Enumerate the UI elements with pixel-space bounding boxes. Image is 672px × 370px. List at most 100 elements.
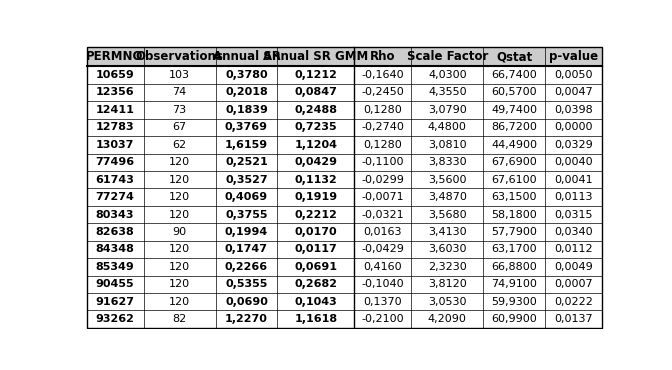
Text: 0,0137: 0,0137 (554, 314, 593, 324)
Text: 91627: 91627 (95, 297, 134, 307)
Text: 63,1700: 63,1700 (491, 245, 537, 255)
Text: 0,2266: 0,2266 (225, 262, 268, 272)
Text: 3,4130: 3,4130 (428, 227, 466, 237)
Text: 12356: 12356 (96, 87, 134, 97)
Text: 67,6900: 67,6900 (491, 157, 537, 167)
Text: 0,0049: 0,0049 (554, 262, 593, 272)
Text: 4,0300: 4,0300 (428, 70, 466, 80)
Text: 0,0690: 0,0690 (225, 297, 268, 307)
Text: 58,1800: 58,1800 (491, 209, 537, 219)
Text: 12411: 12411 (95, 105, 134, 115)
Text: 0,2521: 0,2521 (225, 157, 268, 167)
Text: 44,4900: 44,4900 (491, 140, 537, 150)
Text: Annual SR: Annual SR (212, 50, 280, 63)
Text: 3,5600: 3,5600 (428, 175, 466, 185)
Text: 0,0315: 0,0315 (554, 209, 593, 219)
Text: 0,0112: 0,0112 (554, 245, 593, 255)
Text: -0,0429: -0,0429 (362, 245, 405, 255)
Text: 0,2488: 0,2488 (294, 105, 337, 115)
Text: 4,2090: 4,2090 (428, 314, 467, 324)
Text: 3,5680: 3,5680 (428, 209, 466, 219)
Text: 82: 82 (173, 314, 187, 324)
Text: 3,8330: 3,8330 (428, 157, 466, 167)
Bar (87, 47, 602, 66)
Text: 0,0117: 0,0117 (294, 245, 337, 255)
Text: 82638: 82638 (95, 227, 134, 237)
Text: 120: 120 (169, 157, 190, 167)
Text: 59,9300: 59,9300 (491, 297, 537, 307)
Text: p-value: p-value (549, 50, 598, 63)
Text: 0,1043: 0,1043 (294, 297, 337, 307)
Text: 3,0790: 3,0790 (428, 105, 466, 115)
Text: 0,1132: 0,1132 (294, 175, 337, 185)
Text: 0,0847: 0,0847 (294, 87, 337, 97)
Text: 0,0007: 0,0007 (554, 279, 593, 289)
Text: 3,0810: 3,0810 (428, 140, 466, 150)
Text: 77274: 77274 (95, 192, 134, 202)
Text: 0,2018: 0,2018 (225, 87, 268, 97)
Text: 0,3780: 0,3780 (225, 70, 268, 80)
Text: 0,4069: 0,4069 (225, 192, 268, 202)
Text: 0,0040: 0,0040 (554, 157, 593, 167)
Text: 67: 67 (173, 122, 187, 132)
Text: 120: 120 (169, 209, 190, 219)
Text: 60,5700: 60,5700 (491, 87, 537, 97)
Text: -0,2100: -0,2100 (362, 314, 404, 324)
Text: 1,1204: 1,1204 (294, 140, 337, 150)
Text: Annual SR GMM: Annual SR GMM (263, 50, 368, 63)
Text: 93262: 93262 (95, 314, 134, 324)
Text: -0,1100: -0,1100 (362, 157, 404, 167)
Text: 74,9100: 74,9100 (491, 279, 537, 289)
Text: Scale Factor: Scale Factor (407, 50, 488, 63)
Text: 0,7235: 0,7235 (294, 122, 337, 132)
Text: 0,5355: 0,5355 (225, 279, 267, 289)
Text: 103: 103 (169, 70, 190, 80)
Text: 0,0429: 0,0429 (294, 157, 337, 167)
Text: 4,4800: 4,4800 (428, 122, 467, 132)
Text: 0,2682: 0,2682 (294, 279, 337, 289)
Text: 66,8800: 66,8800 (491, 262, 537, 272)
Text: 3,4870: 3,4870 (428, 192, 467, 202)
Text: 0,0170: 0,0170 (294, 227, 337, 237)
Text: 0,0041: 0,0041 (554, 175, 593, 185)
Text: 67,6100: 67,6100 (491, 175, 537, 185)
Text: 0,1919: 0,1919 (294, 192, 337, 202)
Text: 90455: 90455 (96, 279, 134, 289)
Text: 86,7200: 86,7200 (491, 122, 537, 132)
Text: 0,0047: 0,0047 (554, 87, 593, 97)
Text: 3,6030: 3,6030 (428, 245, 466, 255)
Text: 0,1994: 0,1994 (225, 227, 268, 237)
Text: 61743: 61743 (95, 175, 134, 185)
Text: 0,1280: 0,1280 (364, 140, 403, 150)
Text: 0,0691: 0,0691 (294, 262, 337, 272)
Text: 0,4160: 0,4160 (364, 262, 402, 272)
Text: 4,3550: 4,3550 (428, 87, 466, 97)
Text: 12783: 12783 (96, 122, 134, 132)
Text: 120: 120 (169, 262, 190, 272)
Text: 120: 120 (169, 297, 190, 307)
Text: 73: 73 (173, 105, 187, 115)
Text: 0,3527: 0,3527 (225, 175, 268, 185)
Text: Observations: Observations (136, 50, 224, 63)
Text: 1,6159: 1,6159 (225, 140, 268, 150)
Text: 0,0340: 0,0340 (554, 227, 593, 237)
Text: 0,1747: 0,1747 (225, 245, 268, 255)
Text: 1,1618: 1,1618 (294, 314, 337, 324)
Text: 90: 90 (173, 227, 187, 237)
Text: -0,0299: -0,0299 (362, 175, 405, 185)
Text: -0,1040: -0,1040 (362, 279, 404, 289)
Text: 120: 120 (169, 245, 190, 255)
Text: 66,7400: 66,7400 (491, 70, 537, 80)
Text: -0,0071: -0,0071 (362, 192, 404, 202)
Text: -0,2450: -0,2450 (362, 87, 404, 97)
Text: 74: 74 (173, 87, 187, 97)
Text: -0,0321: -0,0321 (362, 209, 404, 219)
Text: 0,1370: 0,1370 (364, 297, 402, 307)
Text: Qstat: Qstat (496, 50, 532, 63)
Text: 0,0398: 0,0398 (554, 105, 593, 115)
Text: 85349: 85349 (95, 262, 134, 272)
Text: 80343: 80343 (96, 209, 134, 219)
Text: 120: 120 (169, 192, 190, 202)
Text: 0,1839: 0,1839 (225, 105, 268, 115)
Text: -0,2740: -0,2740 (362, 122, 405, 132)
